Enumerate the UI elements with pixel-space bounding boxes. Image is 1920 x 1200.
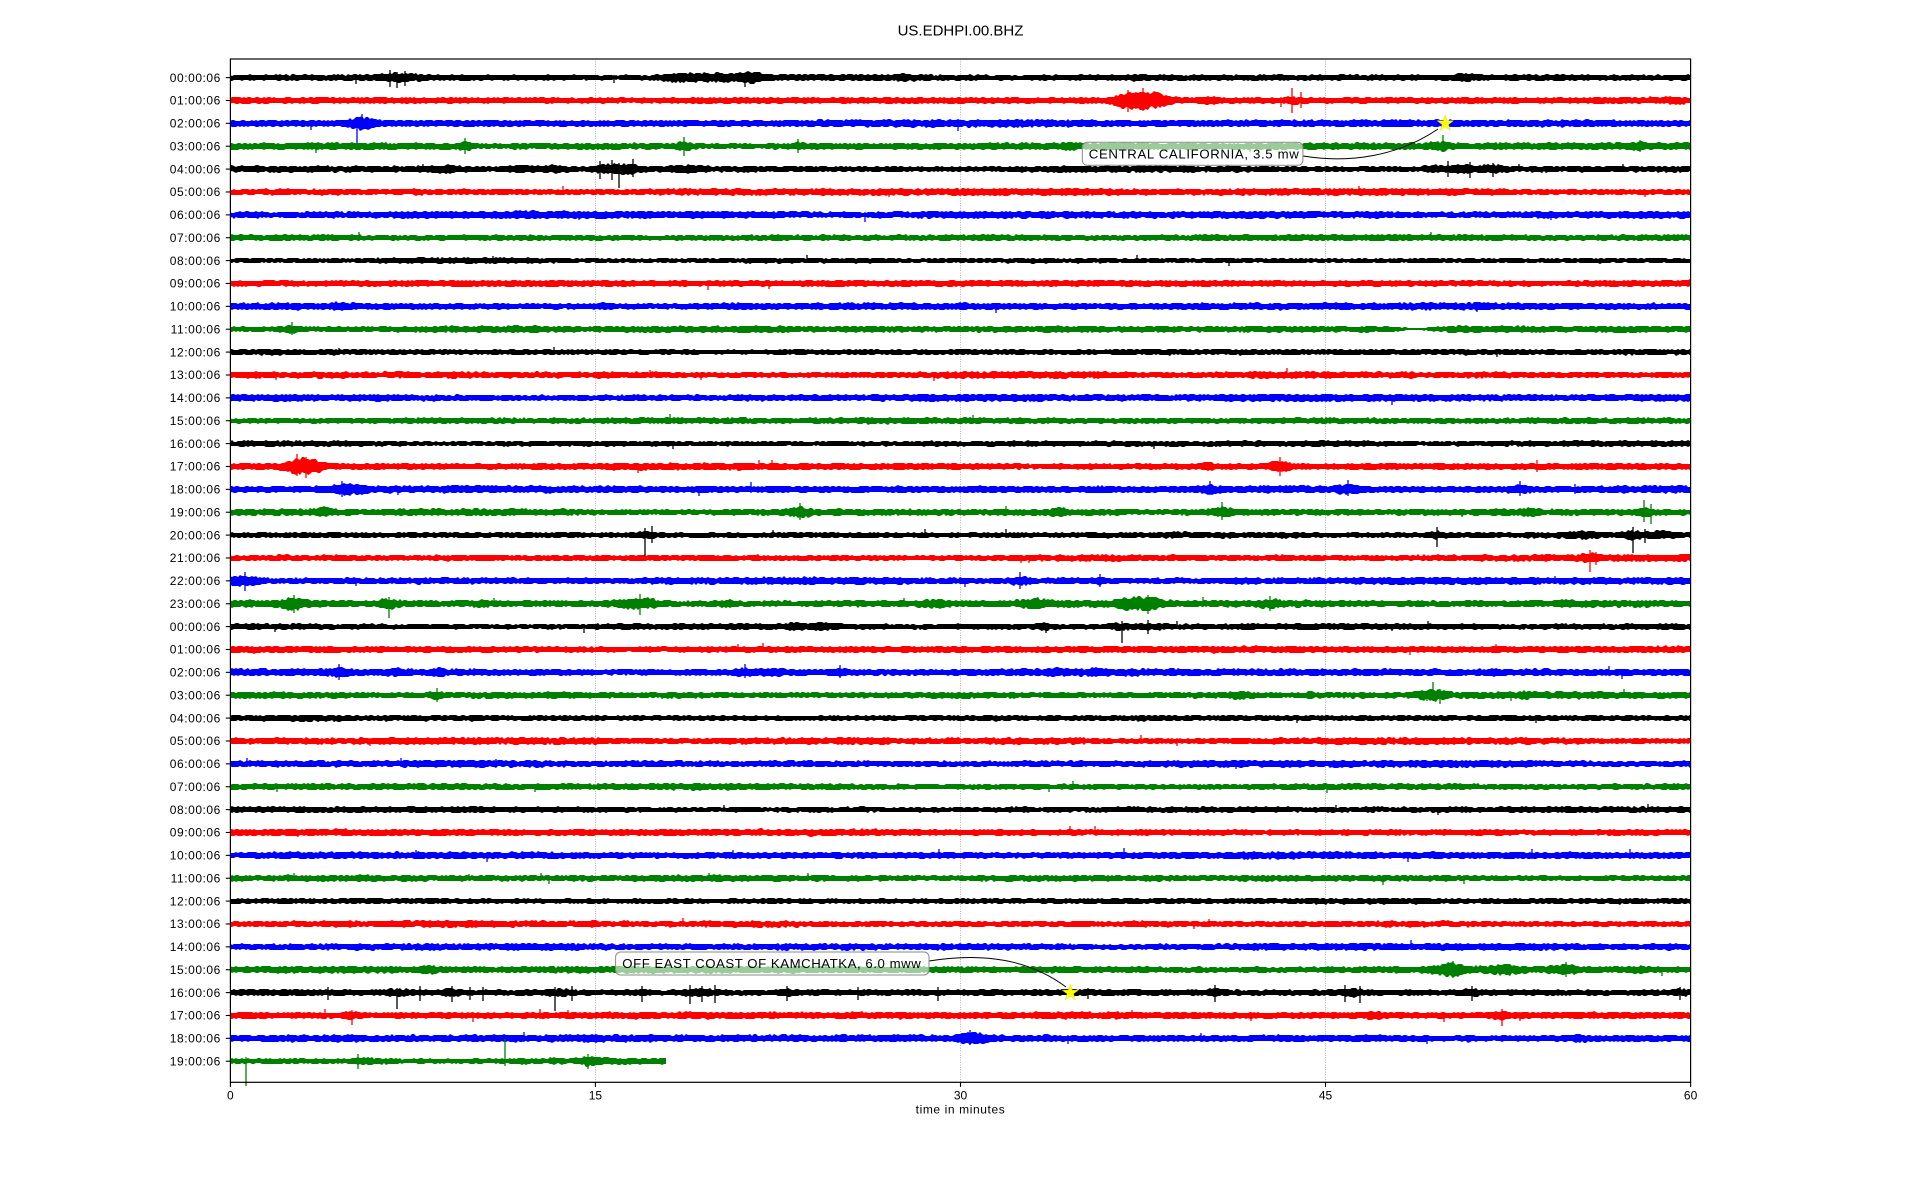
svg-text:04:00:06: 04:00:06 — [170, 162, 221, 176]
svg-text:04:00:06: 04:00:06 — [170, 711, 221, 725]
svg-text:18:00:06: 18:00:06 — [170, 1032, 221, 1046]
svg-text:02:00:06: 02:00:06 — [170, 666, 221, 680]
svg-text:45: 45 — [1319, 1088, 1333, 1102]
svg-text:09:00:06: 09:00:06 — [170, 826, 221, 840]
svg-text:time in minutes: time in minutes — [916, 1103, 1006, 1117]
svg-text:00:00:06: 00:00:06 — [170, 620, 221, 634]
svg-text:02:00:06: 02:00:06 — [170, 117, 221, 131]
svg-text:12:00:06: 12:00:06 — [170, 345, 221, 359]
svg-text:13:00:06: 13:00:06 — [170, 917, 221, 931]
svg-text:10:00:06: 10:00:06 — [170, 300, 221, 314]
svg-text:14:00:06: 14:00:06 — [170, 940, 221, 954]
svg-text:22:00:06: 22:00:06 — [170, 574, 221, 588]
svg-text:15: 15 — [589, 1088, 603, 1102]
svg-text:16:00:06: 16:00:06 — [170, 437, 221, 451]
svg-text:05:00:06: 05:00:06 — [170, 185, 221, 199]
svg-text:14:00:06: 14:00:06 — [170, 391, 221, 405]
svg-text:20:00:06: 20:00:06 — [170, 528, 221, 542]
svg-text:03:00:06: 03:00:06 — [170, 688, 221, 702]
svg-text:07:00:06: 07:00:06 — [170, 780, 221, 794]
svg-text:23:00:06: 23:00:06 — [170, 597, 221, 611]
svg-text:US.EDHPI.00.BHZ: US.EDHPI.00.BHZ — [898, 23, 1024, 40]
svg-text:17:00:06: 17:00:06 — [170, 1009, 221, 1023]
svg-text:CENTRAL CALIFORNIA, 3.5 mw: CENTRAL CALIFORNIA, 3.5 mw — [1089, 146, 1300, 161]
svg-text:13:00:06: 13:00:06 — [170, 368, 221, 382]
svg-text:00:00:06: 00:00:06 — [170, 71, 221, 85]
svg-text:0: 0 — [227, 1088, 234, 1102]
svg-text:21:00:06: 21:00:06 — [170, 551, 221, 565]
svg-text:19:00:06: 19:00:06 — [170, 505, 221, 519]
svg-text:09:00:06: 09:00:06 — [170, 277, 221, 291]
svg-text:08:00:06: 08:00:06 — [170, 803, 221, 817]
svg-text:03:00:06: 03:00:06 — [170, 139, 221, 153]
svg-text:06:00:06: 06:00:06 — [170, 757, 221, 771]
svg-text:10:00:06: 10:00:06 — [170, 849, 221, 863]
svg-text:17:00:06: 17:00:06 — [170, 460, 221, 474]
svg-text:11:00:06: 11:00:06 — [171, 871, 221, 885]
svg-text:60: 60 — [1684, 1088, 1698, 1102]
svg-text:05:00:06: 05:00:06 — [170, 734, 221, 748]
svg-text:OFF EAST COAST OF KAMCHATKA, 6: OFF EAST COAST OF KAMCHATKA, 6.0 mww — [622, 956, 921, 971]
svg-text:11:00:06: 11:00:06 — [171, 322, 221, 336]
svg-text:16:00:06: 16:00:06 — [170, 986, 221, 1000]
svg-text:19:00:06: 19:00:06 — [170, 1054, 221, 1068]
svg-text:18:00:06: 18:00:06 — [170, 483, 221, 497]
svg-text:12:00:06: 12:00:06 — [170, 894, 221, 908]
svg-text:08:00:06: 08:00:06 — [170, 254, 221, 268]
svg-text:15:00:06: 15:00:06 — [170, 414, 221, 428]
svg-text:30: 30 — [954, 1088, 968, 1102]
svg-text:01:00:06: 01:00:06 — [170, 643, 221, 657]
svg-text:06:00:06: 06:00:06 — [170, 208, 221, 222]
svg-text:01:00:06: 01:00:06 — [170, 94, 221, 108]
svg-text:15:00:06: 15:00:06 — [170, 963, 221, 977]
svg-text:07:00:06: 07:00:06 — [170, 231, 221, 245]
